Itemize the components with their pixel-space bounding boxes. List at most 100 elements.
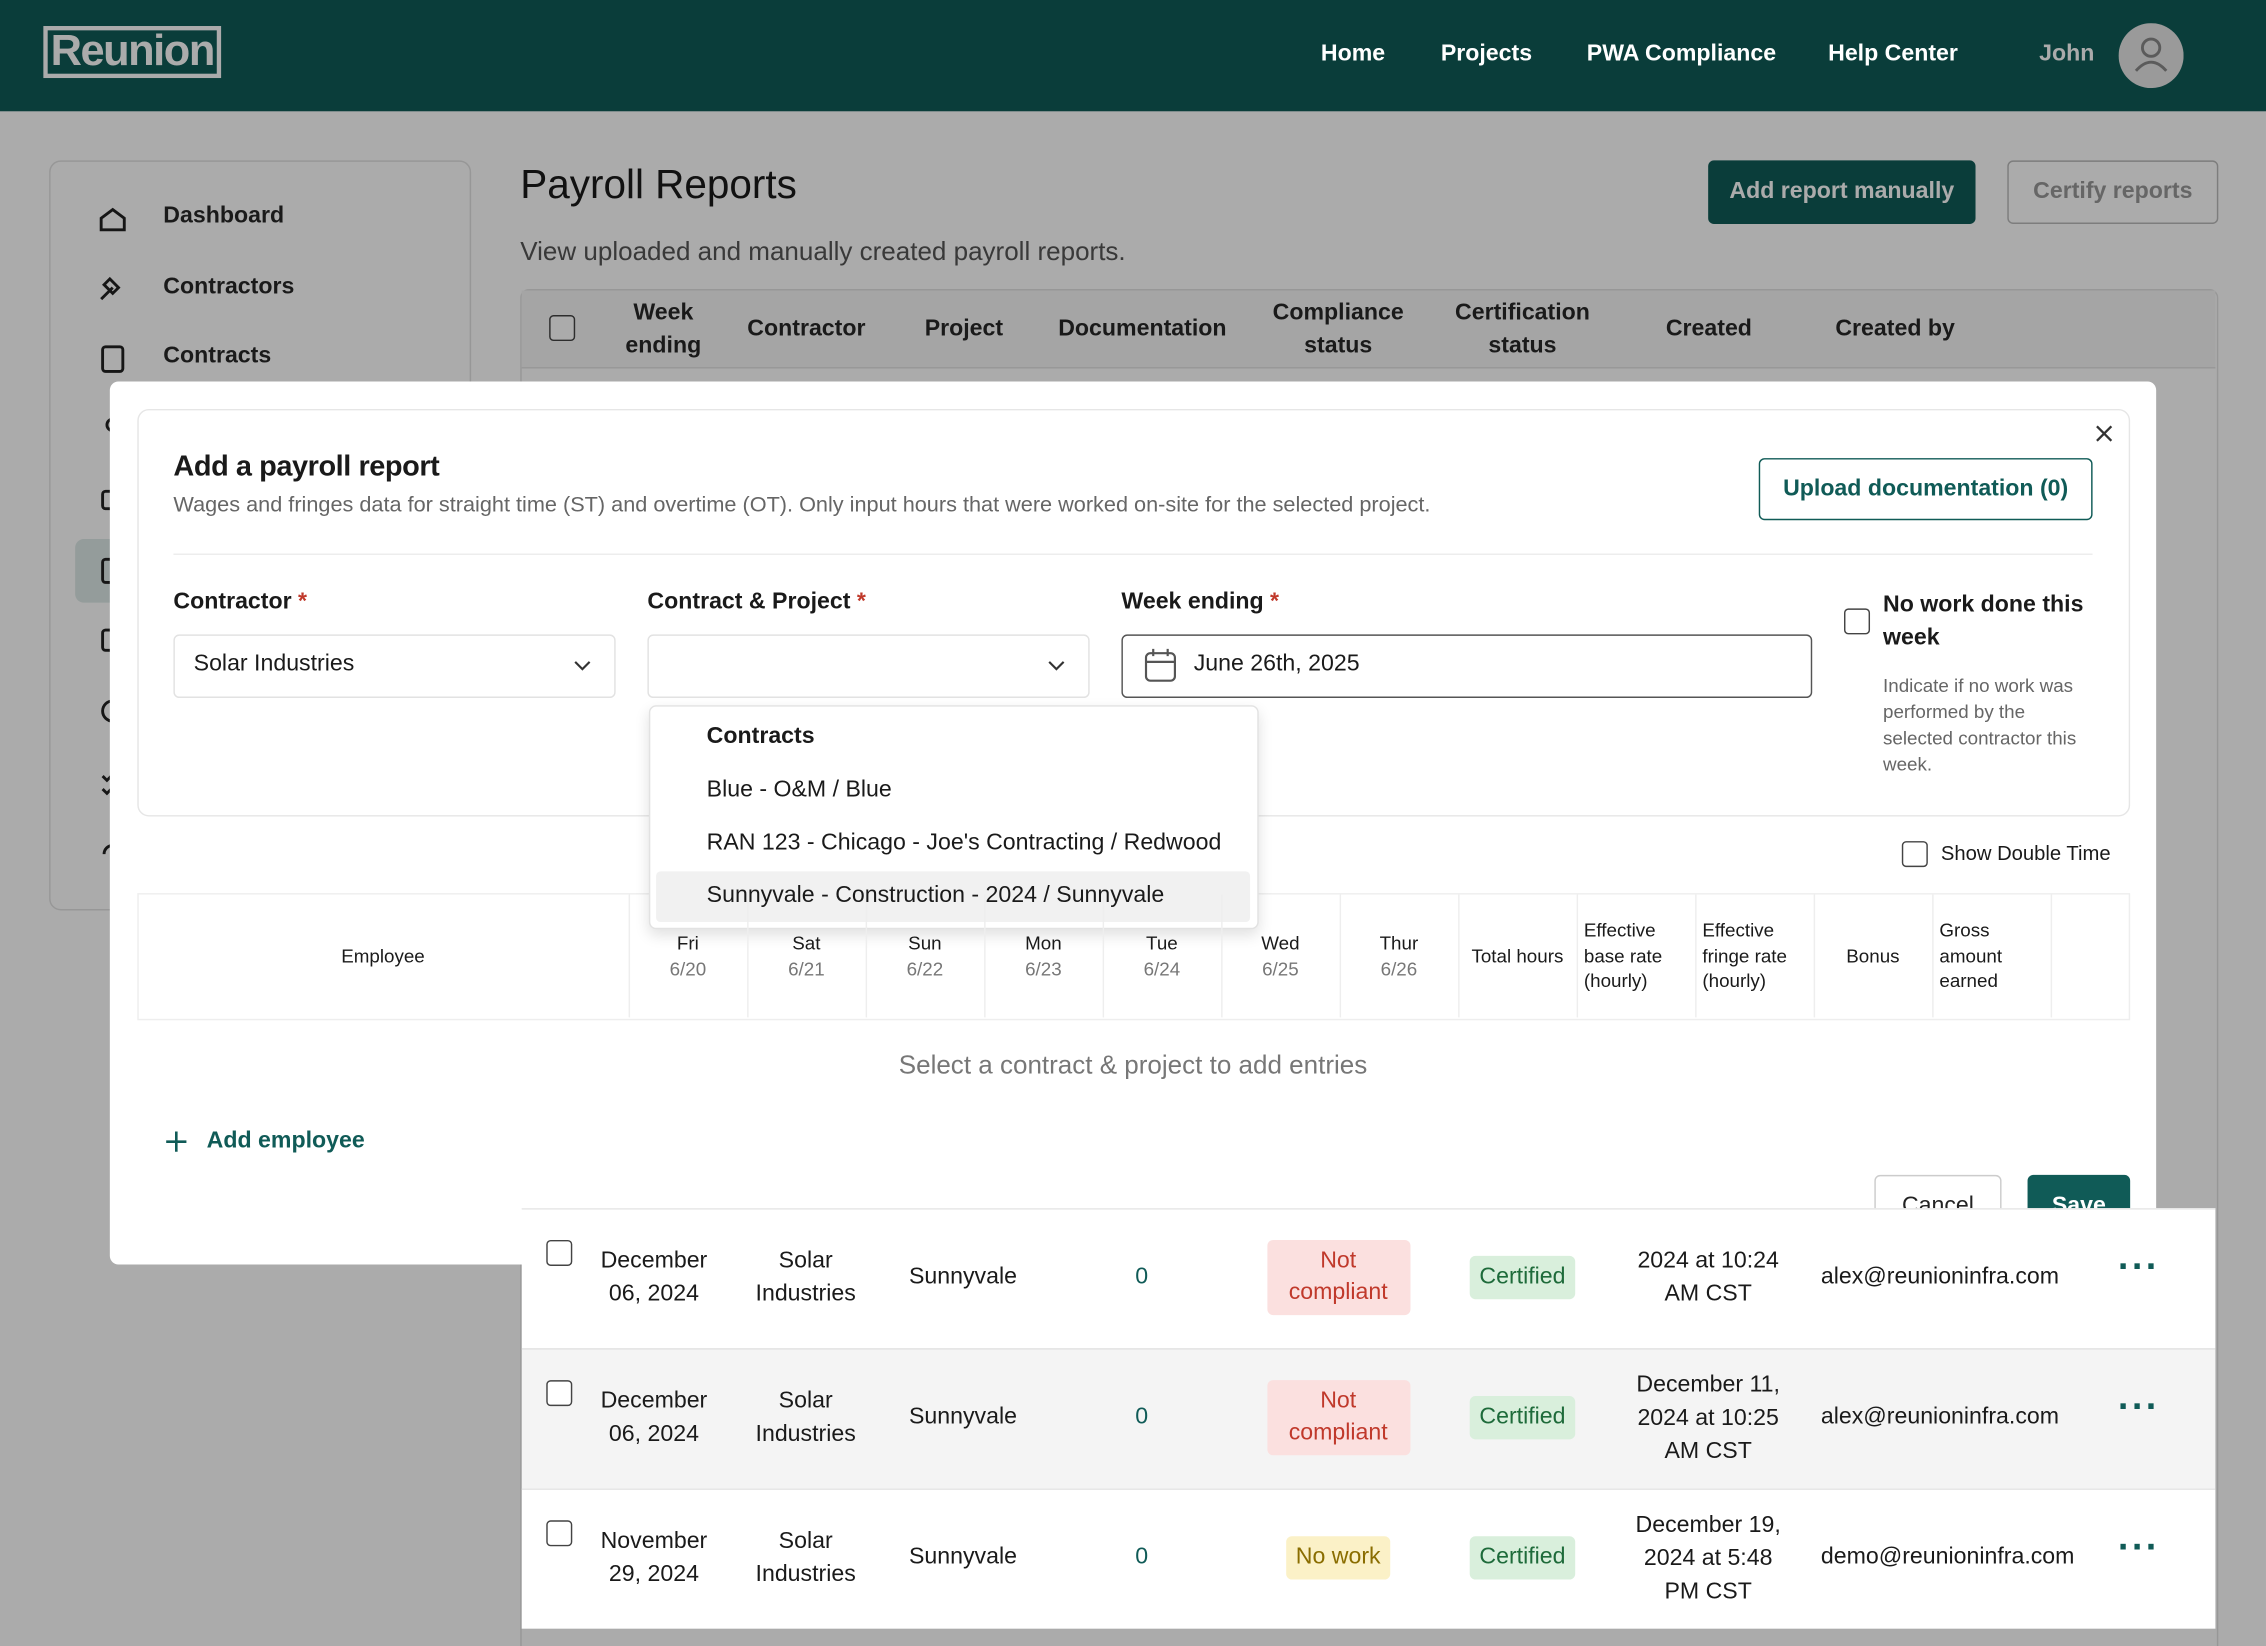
no-work-label: No work done this week (1883, 592, 2084, 651)
page-title: Payroll Reports (520, 161, 797, 207)
column-divider (1576, 894, 1579, 1018)
cell-certification: Certified (1429, 1348, 1615, 1487)
certification-badge: Certified (1469, 1396, 1576, 1440)
cell-documentation[interactable]: 0 (1135, 1544, 1149, 1570)
column-header: Wed (1261, 931, 1300, 954)
close-button[interactable] (2095, 425, 2113, 442)
column-header: 6/25 (1262, 957, 1299, 980)
select-all-checkbox[interactable] (549, 315, 576, 342)
cell-project: Sunnyvale (908, 1544, 1017, 1570)
compliance-badge: Not compliant (1266, 1239, 1410, 1316)
row-checkbox[interactable] (546, 1520, 573, 1547)
no-work-checkbox[interactable] (1844, 608, 1871, 635)
dropdown-option[interactable]: RAN 123 - Chicago - Joe's Contracting / … (706, 830, 1222, 855)
column-header: Sat (792, 931, 821, 954)
cell-created: 2024 at 10:24 AM CST (1637, 1248, 1779, 1307)
column-header: Total hours (1471, 944, 1564, 967)
cell-created-by: alex@reunioninfra.com (1820, 1404, 2059, 1430)
cell-compliance: No work (1247, 1489, 1429, 1628)
modal-description: Wages and fringes data for straight time… (173, 492, 1431, 518)
table-head (521, 290, 2216, 369)
dropdown-option[interactable]: Blue - O&M / Blue (706, 777, 892, 803)
row-menu[interactable]: ··· (2117, 1243, 2160, 1287)
nav-link[interactable]: Home (1320, 41, 1386, 67)
double-time-checkbox[interactable] (1901, 841, 1928, 868)
week-input[interactable] (1121, 634, 1813, 699)
column-divider (1339, 894, 1342, 1018)
cell-created: December 19, 2024 at 5:48 PM CST (1635, 1512, 1781, 1604)
no-work-help: Indicate if no work was performed by the… (1883, 674, 2077, 775)
column-header: Employee (341, 945, 425, 967)
row-menu[interactable]: ··· (2117, 1383, 2160, 1428)
cell-created-by: demo@reunioninfra.com (1820, 1544, 2075, 1570)
dropdown-option[interactable]: Sunnyvale - Construction - 2024 / Sunnyv… (706, 882, 1165, 908)
cell-documentation[interactable]: 0 (1135, 1264, 1149, 1290)
empty-message: Select a contract & project to add entri… (898, 1049, 1368, 1079)
cell-contractor: Solar Industries (755, 1528, 856, 1587)
sidebar-item[interactable]: Contractors (163, 273, 295, 299)
certification-badge: Certified (1469, 1536, 1576, 1580)
column-header: Certification status (1455, 299, 1590, 358)
column-divider (1102, 894, 1105, 1018)
cell-documentation[interactable]: 0 (1135, 1404, 1149, 1430)
sidebar-item[interactable]: Dashboard (163, 203, 285, 229)
cell-certification: Certified (1429, 1208, 1615, 1347)
column-header: Gross amount earned (1939, 919, 2003, 992)
column-divider (1695, 894, 1697, 1018)
user-name[interactable]: John (2039, 41, 2095, 67)
select-value: Solar Industries (193, 651, 355, 677)
avatar[interactable] (2118, 23, 2184, 89)
column-divider (1813, 894, 1816, 1018)
modal-title: Add a payroll report (173, 450, 440, 483)
column-header: Sun (908, 931, 942, 954)
cell-compliance: Not compliant (1247, 1348, 1429, 1487)
upload-button[interactable]: Upload documentation (0) (1758, 458, 2093, 521)
column-header: 6/23 (1025, 957, 1062, 980)
column-header: Tue (1146, 931, 1178, 954)
add-employee-button[interactable]: Add employee (206, 1128, 365, 1154)
cell-compliance: Not compliant (1247, 1208, 1429, 1347)
column-header: Thur (1379, 931, 1419, 954)
column-divider (865, 894, 868, 1018)
certify-button[interactable]: Certify reports (2007, 160, 2219, 224)
dropdown-group: Contracts (706, 724, 815, 749)
column-divider (1458, 894, 1460, 1018)
contractor-select[interactable] (173, 634, 616, 699)
compliance-badge: No work (1285, 1536, 1391, 1580)
cell-project: Sunnyvale (908, 1264, 1017, 1290)
column-header: 6/24 (1143, 957, 1181, 980)
row-checkbox[interactable] (546, 1239, 573, 1266)
column-divider (1221, 894, 1223, 1018)
logo[interactable]: Reunion (43, 26, 222, 79)
sidebar-item[interactable]: Contracts (163, 343, 272, 369)
field-label: Contractor * (173, 589, 308, 615)
cell-week: December 06, 2024 (600, 1388, 708, 1447)
column-header: 6/20 (669, 957, 707, 980)
column-divider (1932, 894, 1934, 1018)
week-value: June 26th, 2025 (1193, 651, 1360, 677)
column-header: Contractor (747, 316, 866, 342)
divider (173, 553, 2093, 555)
column-header: Effective base rate (hourly) (1583, 919, 1663, 992)
column-divider (747, 894, 749, 1018)
calendar-icon (1144, 648, 1176, 682)
column-header: Mon (1025, 931, 1062, 954)
column-header: Project (924, 316, 1004, 342)
column-divider (984, 894, 986, 1018)
compliance-badge: Not compliant (1266, 1380, 1410, 1456)
chevron (1048, 661, 1065, 671)
nav-link[interactable]: Projects (1440, 41, 1533, 67)
column-header: 6/21 (788, 957, 825, 980)
cell-contractor: Solar Industries (755, 1388, 856, 1447)
page-subtitle: View uploaded and manually created payro… (520, 237, 1126, 266)
column-header: Created by (1835, 316, 1955, 342)
contract-select[interactable] (647, 634, 1090, 699)
nav-link[interactable]: PWA Compliance (1586, 41, 1777, 67)
row-menu[interactable]: ··· (2117, 1523, 2160, 1568)
column-header: Fri (676, 931, 699, 954)
add-report-button[interactable]: Add report manually (1708, 160, 1976, 224)
row-checkbox[interactable] (546, 1380, 573, 1407)
nav-link[interactable]: Help Center (1828, 41, 1958, 67)
